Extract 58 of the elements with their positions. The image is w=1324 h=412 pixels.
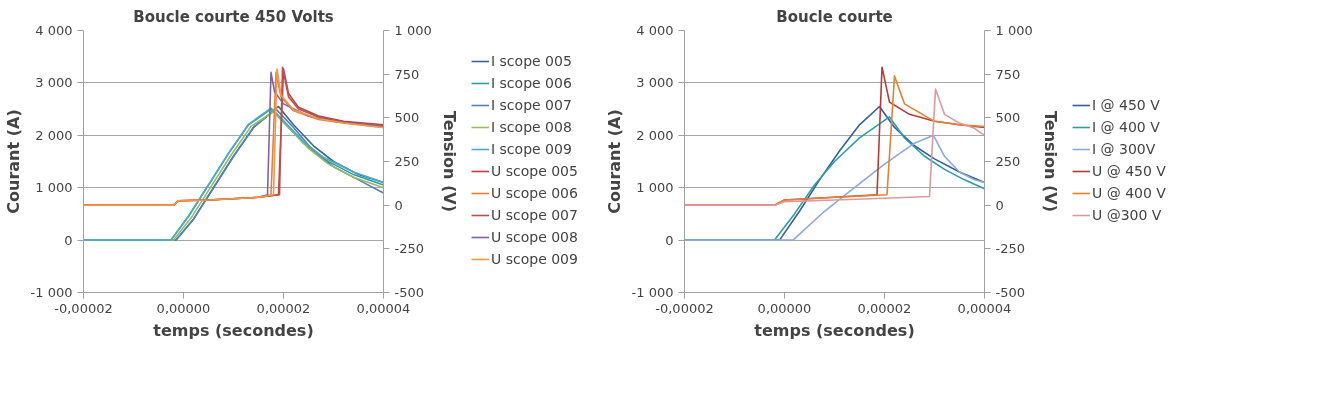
- legend-label: I @ 400 V: [1092, 119, 1160, 135]
- legend-label: U scope 005: [491, 163, 578, 179]
- y-tick-label: -1 000: [30, 285, 73, 300]
- legend-label: I @ 450 V: [1092, 97, 1160, 113]
- x-tick-label: 0,00000: [757, 300, 812, 316]
- x-tick-label: 0,00000: [156, 300, 211, 316]
- x-tick-label: 0,00002: [857, 300, 912, 316]
- y2-tick-label: 500: [995, 110, 1021, 126]
- y2-axis-title: Tension (V): [1040, 111, 1060, 212]
- x-tick-label: 0,00004: [356, 300, 411, 316]
- y2-tick-label: 750: [394, 66, 420, 82]
- y2-axis-title: Tension (V): [439, 111, 459, 212]
- x-axis-title: temps (secondes): [153, 320, 314, 340]
- y2-tick-label: -500: [394, 285, 425, 300]
- y-tick-label: 3 000: [35, 75, 73, 91]
- legend-label: U @300 V: [1092, 207, 1162, 223]
- y2-tick-label: 1 000: [394, 23, 432, 38]
- y-tick-label: 3 000: [636, 75, 674, 91]
- legend-label: I scope 009: [491, 141, 572, 157]
- y2-tick-label: -250: [995, 241, 1026, 257]
- x-tick-label: 0,00002: [256, 300, 311, 316]
- legend-label: U scope 007: [491, 207, 578, 223]
- y-tick-label: 1 000: [35, 180, 73, 196]
- y2-tick-label: -250: [394, 241, 425, 257]
- legend-label: U @ 450 V: [1092, 163, 1166, 179]
- y2-tick-label: 250: [394, 154, 420, 169]
- y2-tick-label: 250: [995, 154, 1021, 169]
- y-tick-label: 0: [64, 232, 73, 248]
- y-tick-label: 2 000: [636, 127, 674, 143]
- legend-label: I scope 005: [491, 53, 572, 69]
- legend-label: U scope 009: [491, 251, 578, 267]
- chart-title: Boucle courte 450 Volts: [133, 7, 334, 26]
- y2-tick-label: -500: [995, 285, 1026, 300]
- y2-tick-label: 0: [995, 197, 1004, 213]
- y-axis-title: Courant (A): [604, 109, 624, 214]
- y-axis-title: Courant (A): [3, 109, 23, 214]
- y2-tick-label: 1 000: [995, 23, 1033, 38]
- y-tick-label: 4 000: [35, 23, 73, 38]
- y-tick-label: 2 000: [35, 127, 73, 143]
- chart-title: Boucle courte: [776, 7, 893, 26]
- y-tick-label: -1 000: [631, 285, 674, 300]
- x-tick-label: -0,00002: [655, 300, 714, 316]
- y2-tick-label: 750: [995, 66, 1021, 82]
- x-tick-label: -0,00002: [54, 300, 113, 316]
- x-axis-title: temps (secondes): [754, 320, 915, 340]
- y-tick-label: 0: [665, 232, 674, 248]
- y-tick-label: 4 000: [636, 23, 674, 38]
- legend-label: I scope 007: [491, 97, 572, 113]
- legend-label: I scope 008: [491, 119, 572, 135]
- legend-label: I scope 006: [491, 75, 572, 91]
- y-tick-label: 1 000: [636, 180, 674, 196]
- y2-tick-label: 0: [394, 197, 403, 213]
- legend-label: I @ 300V: [1092, 141, 1156, 157]
- legend-label: U @ 400 V: [1092, 185, 1166, 201]
- y2-tick-label: 500: [394, 110, 420, 126]
- legend-label: U scope 006: [491, 185, 578, 201]
- legend-label: U scope 008: [491, 229, 578, 245]
- x-tick-label: 0,00004: [957, 300, 1012, 316]
